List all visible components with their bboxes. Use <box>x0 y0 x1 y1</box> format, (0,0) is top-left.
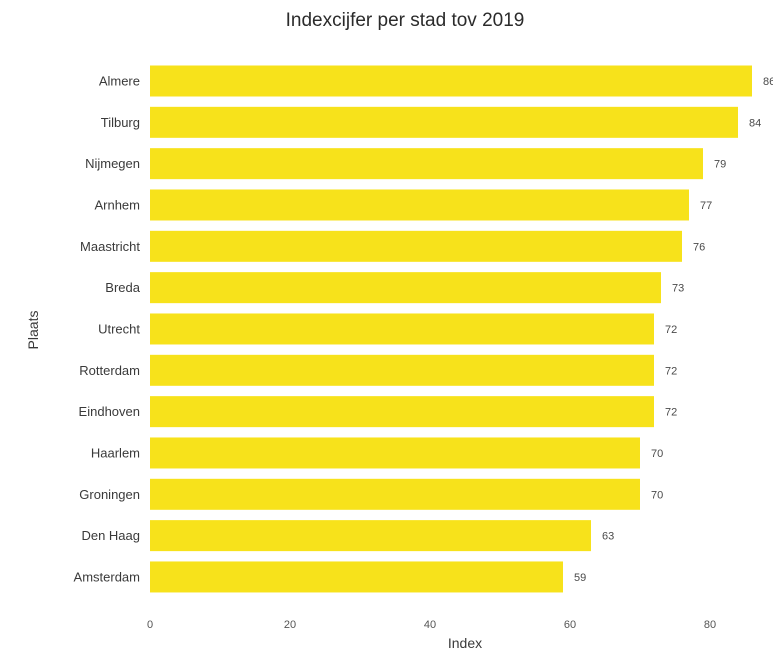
bar <box>150 478 640 510</box>
category-label: Groningen <box>79 487 140 502</box>
category-label: Den Haag <box>81 528 140 543</box>
value-label: 72 <box>665 365 677 377</box>
category-label: Arnhem <box>94 197 140 212</box>
category-labels: Almere Tilburg Nijmegen Arnhem Maastricht Bre… <box>74 74 141 585</box>
bar <box>150 437 640 469</box>
bar <box>150 272 661 304</box>
chart-title: Indexcijfer per stad tov 2019 <box>286 10 525 31</box>
value-label: 84 <box>749 117 761 129</box>
bar <box>150 354 654 386</box>
x-tick-label: 20 <box>284 619 296 631</box>
x-tick-label: 0 <box>147 619 153 631</box>
category-label: Utrecht <box>98 321 140 336</box>
value-label: 77 <box>700 200 712 212</box>
value-labels: 86 84 79 77 76 73 72 72 72 70 70 63 59 <box>574 76 773 584</box>
bar <box>150 396 654 428</box>
value-label: 72 <box>665 407 677 419</box>
bars <box>150 65 752 593</box>
category-label: Tilburg <box>101 115 140 130</box>
category-label: Haarlem <box>91 445 140 460</box>
value-label: 70 <box>651 489 663 501</box>
value-label: 73 <box>672 283 684 295</box>
value-label: 76 <box>693 241 705 253</box>
bar <box>150 106 738 138</box>
x-tick-label: 40 <box>424 619 436 631</box>
category-label: Nijmegen <box>85 156 140 171</box>
category-label: Maastricht <box>80 239 140 254</box>
category-label: Rotterdam <box>79 363 140 378</box>
bar <box>150 561 563 593</box>
x-tick-label: 80 <box>704 619 716 631</box>
category-label: Amsterdam <box>74 569 140 584</box>
category-label: Breda <box>105 280 140 295</box>
x-axis-ticks: 0 20 40 60 80 <box>147 619 716 631</box>
value-label: 59 <box>574 572 586 584</box>
value-label: 72 <box>665 324 677 336</box>
bar <box>150 65 752 97</box>
x-axis-title: Index <box>448 635 482 651</box>
y-axis-title: Plaats <box>25 311 41 350</box>
bar <box>150 313 654 345</box>
bar <box>150 148 703 180</box>
value-label: 79 <box>714 159 726 171</box>
category-label: Almere <box>99 74 140 89</box>
bar <box>150 230 682 262</box>
bar <box>150 189 689 221</box>
category-label: Eindhoven <box>79 404 140 419</box>
bar <box>150 520 591 552</box>
value-label: 70 <box>651 448 663 460</box>
value-label: 86 <box>763 76 773 88</box>
x-tick-label: 60 <box>564 619 576 631</box>
value-label: 63 <box>602 531 614 543</box>
